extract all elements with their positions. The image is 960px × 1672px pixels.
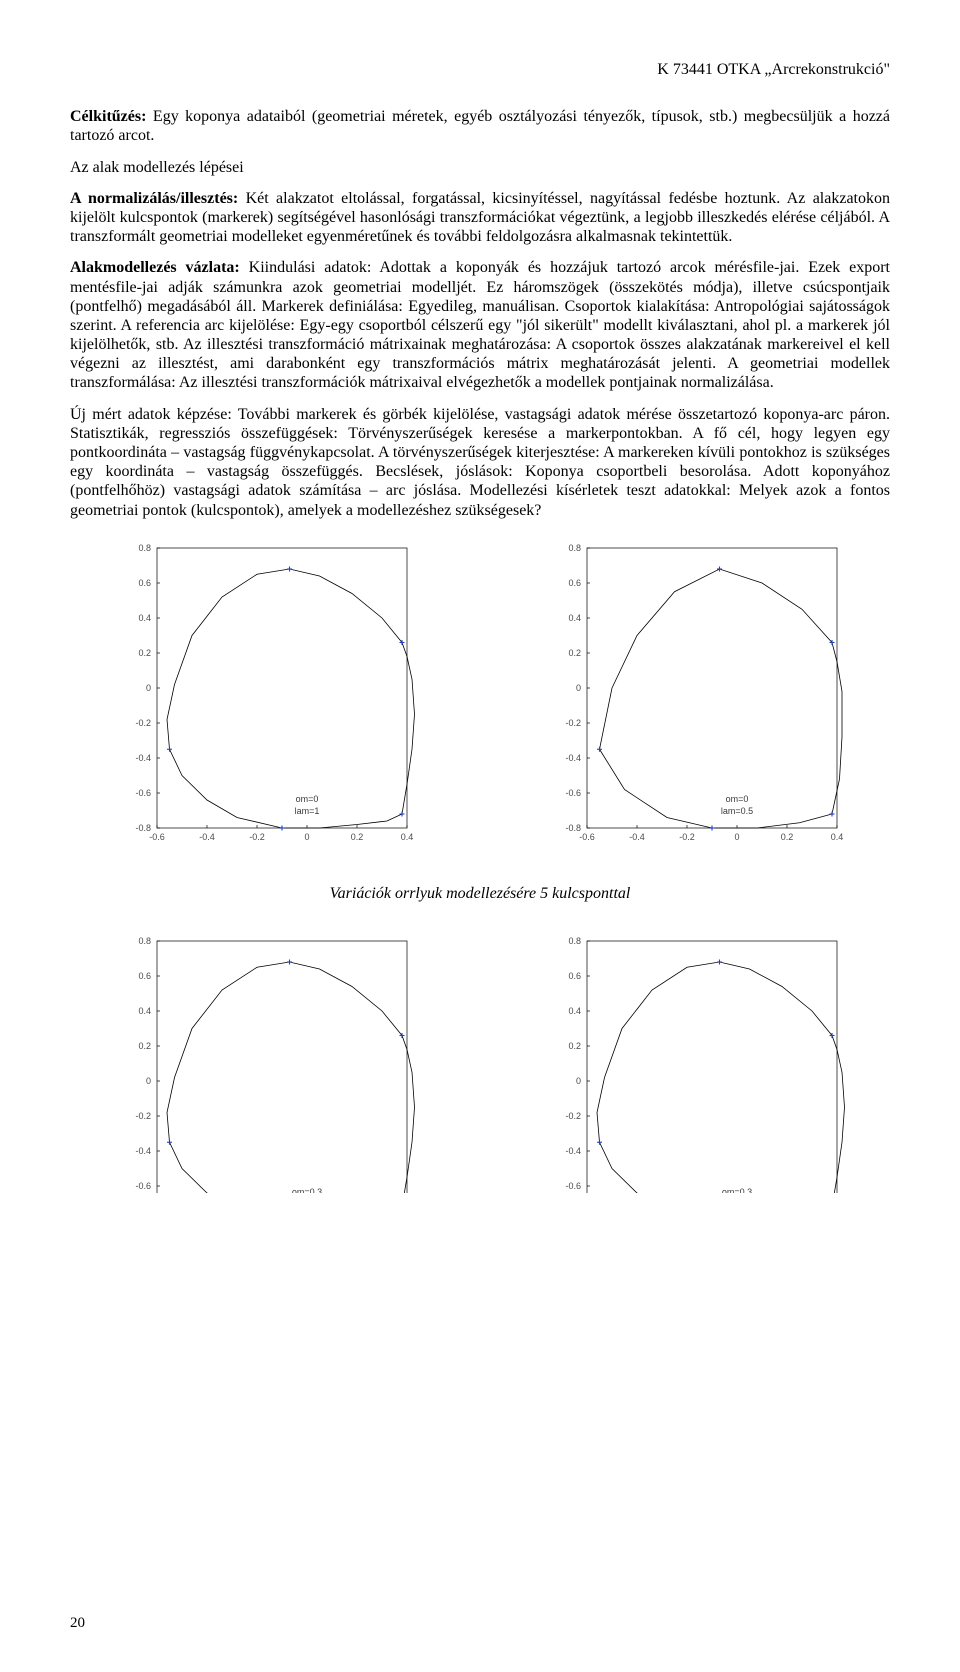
svg-text:-0.6: -0.6: [565, 1181, 581, 1191]
svg-text:0.4: 0.4: [568, 1006, 581, 1016]
chart-1: -0.8-0.6-0.4-0.200.20.40.60.8-0.6-0.4-0.…: [115, 540, 415, 850]
svg-text:0.2: 0.2: [568, 648, 581, 658]
svg-text:om=0.3: om=0.3: [292, 1187, 322, 1193]
svg-text:0.6: 0.6: [568, 971, 581, 981]
svg-text:0: 0: [146, 1076, 151, 1086]
svg-text:lam=0.5: lam=0.5: [721, 806, 753, 816]
svg-text:om=0: om=0: [296, 794, 319, 804]
paragraph-outline: Alakmodellezés vázlata: Kiindulási adato…: [70, 258, 890, 392]
svg-text:0.2: 0.2: [138, 648, 151, 658]
svg-text:0.4: 0.4: [138, 1006, 151, 1016]
svg-text:-0.4: -0.4: [565, 1146, 581, 1156]
svg-text:-0.6: -0.6: [565, 788, 581, 798]
svg-text:0.2: 0.2: [351, 832, 364, 842]
svg-text:0: 0: [576, 683, 581, 693]
svg-text:-0.6: -0.6: [149, 832, 165, 842]
page-header-right: K 73441 OTKA „Arcrekonstrukció": [70, 60, 890, 79]
svg-text:-0.4: -0.4: [199, 832, 215, 842]
svg-text:0.8: 0.8: [568, 936, 581, 946]
svg-text:0.2: 0.2: [781, 832, 794, 842]
svg-text:-0.2: -0.2: [249, 832, 265, 842]
svg-text:-0.4: -0.4: [135, 1146, 151, 1156]
paragraph-normalization: A normalizálás/illesztés: Két alakzatot …: [70, 189, 890, 247]
figure-caption: Variációk orrlyuk modellezésére 5 kulcsp…: [70, 884, 890, 903]
svg-text:0.8: 0.8: [138, 543, 151, 553]
svg-text:0.2: 0.2: [568, 1041, 581, 1051]
svg-text:0: 0: [304, 832, 309, 842]
svg-text:0.4: 0.4: [401, 832, 414, 842]
label-outline: Alakmodellezés vázlata:: [70, 259, 240, 276]
svg-text:0.8: 0.8: [138, 936, 151, 946]
svg-text:-0.6: -0.6: [135, 788, 151, 798]
paragraph-steps-title: Az alak modellezés lépései: [70, 158, 890, 177]
svg-text:0: 0: [576, 1076, 581, 1086]
svg-text:-0.2: -0.2: [135, 1111, 151, 1121]
chart-2: -0.8-0.6-0.4-0.200.20.40.60.8-0.6-0.4-0.…: [545, 540, 845, 850]
label-goal: Célkitűzés:: [70, 108, 146, 125]
svg-text:0.4: 0.4: [568, 613, 581, 623]
chart-4: -0.8-0.6-0.4-0.200.20.40.60.8-0.6-0.4-0.…: [545, 933, 845, 1193]
svg-text:-0.2: -0.2: [679, 832, 695, 842]
svg-text:0.4: 0.4: [138, 613, 151, 623]
svg-text:0.2: 0.2: [138, 1041, 151, 1051]
svg-text:-0.6: -0.6: [135, 1181, 151, 1191]
chart-3: -0.8-0.6-0.4-0.200.20.40.60.8-0.6-0.4-0.…: [115, 933, 415, 1193]
svg-text:lam=1: lam=1: [295, 806, 320, 816]
svg-text:0: 0: [734, 832, 739, 842]
paragraph-goal: Célkitűzés: Egy koponya adataiból (geome…: [70, 107, 890, 145]
svg-text:om=0.3: om=0.3: [722, 1187, 752, 1193]
svg-text:0: 0: [146, 683, 151, 693]
svg-text:0.6: 0.6: [138, 971, 151, 981]
text-goal: Egy koponya adataiból (geometriai mérete…: [70, 108, 890, 144]
text-outline: Kiindulási adatok: Adottak a koponyák és…: [70, 259, 890, 391]
svg-text:-0.4: -0.4: [135, 753, 151, 763]
svg-text:-0.6: -0.6: [579, 832, 595, 842]
label-normalization: A normalizálás/illesztés:: [70, 190, 238, 207]
svg-text:-0.2: -0.2: [135, 718, 151, 728]
svg-text:0.4: 0.4: [831, 832, 844, 842]
paragraph-new-data: Új mért adatok képzése: További markerek…: [70, 405, 890, 520]
svg-text:0.8: 0.8: [568, 543, 581, 553]
svg-text:-0.4: -0.4: [629, 832, 645, 842]
page-number: 20: [70, 1614, 85, 1632]
svg-text:-0.2: -0.2: [565, 718, 581, 728]
svg-text:om=0: om=0: [726, 794, 749, 804]
charts-row-1: -0.8-0.6-0.4-0.200.20.40.60.8-0.6-0.4-0.…: [70, 540, 890, 850]
svg-text:-0.4: -0.4: [565, 753, 581, 763]
svg-text:0.6: 0.6: [138, 578, 151, 588]
charts-row-2: -0.8-0.6-0.4-0.200.20.40.60.8-0.6-0.4-0.…: [70, 933, 890, 1193]
svg-text:-0.2: -0.2: [565, 1111, 581, 1121]
svg-text:0.6: 0.6: [568, 578, 581, 588]
